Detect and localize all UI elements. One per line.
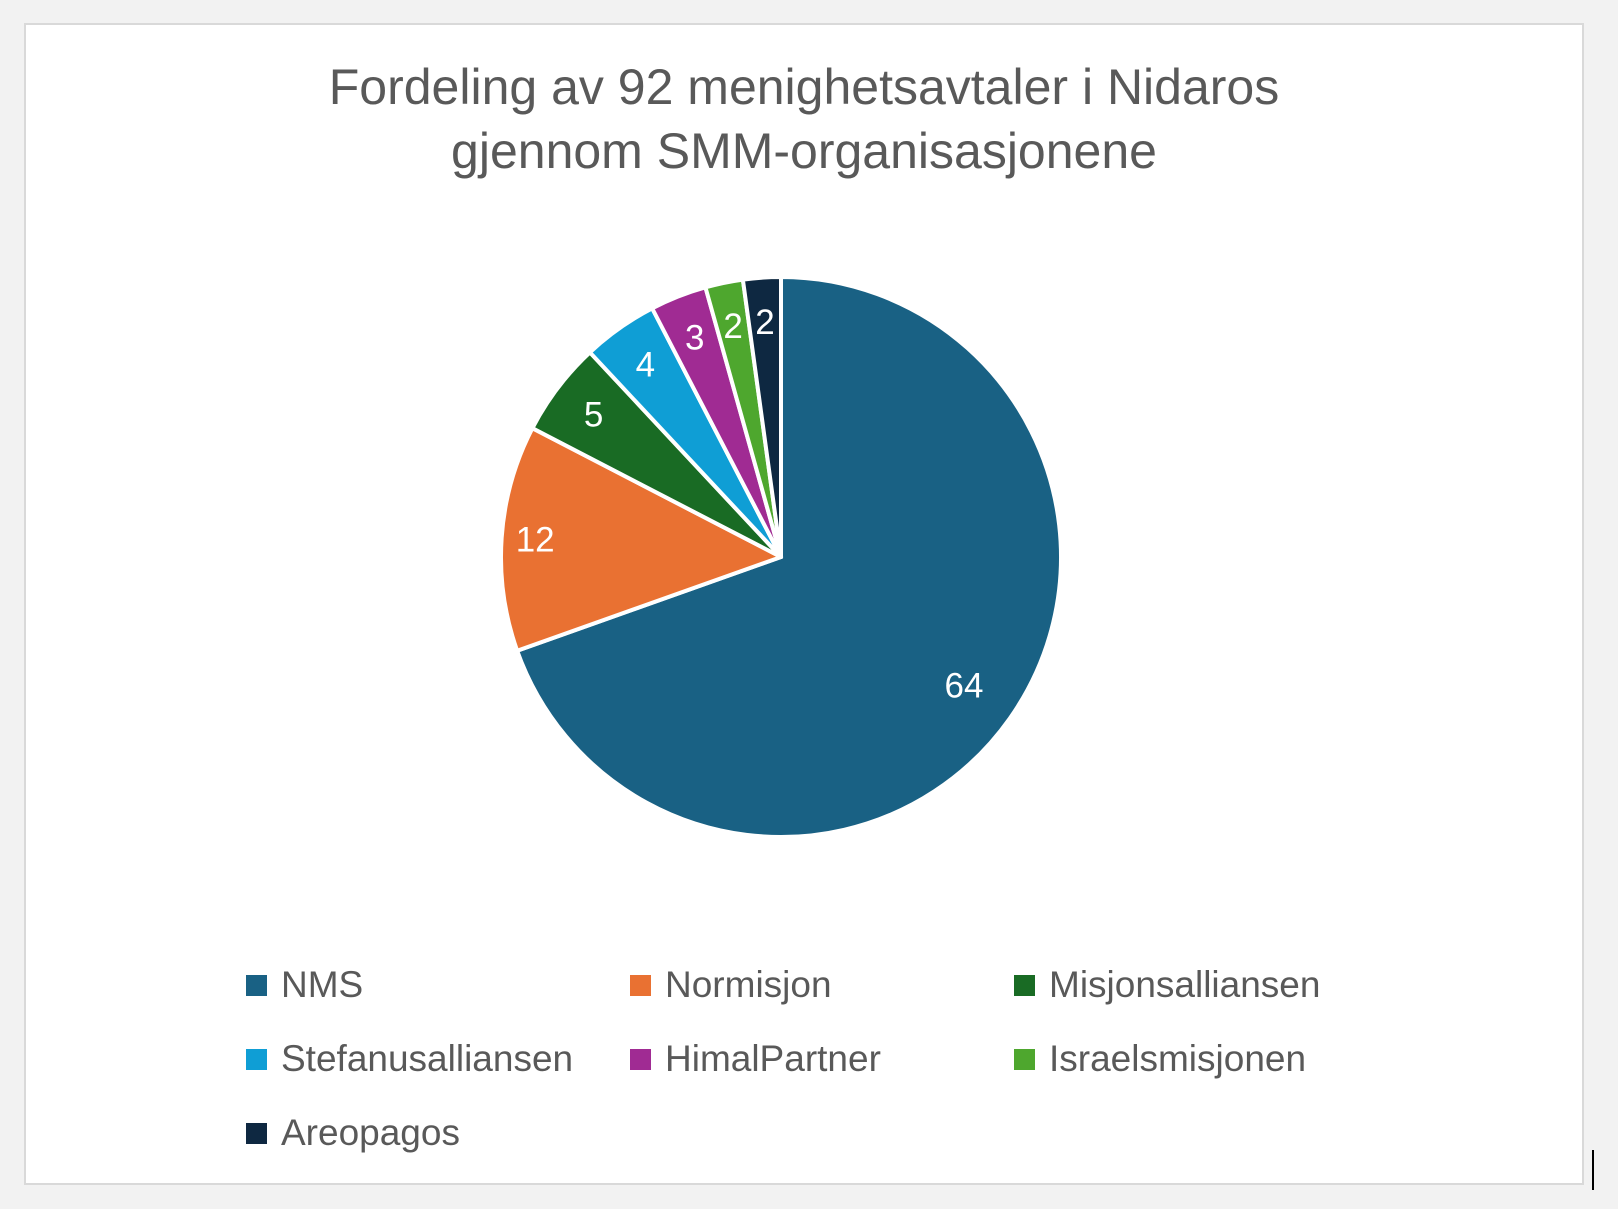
legend-label: NMS (281, 964, 364, 1005)
legend-swatch (246, 974, 267, 996)
legend-item-normisjon: Normisjon (630, 955, 1014, 1015)
legend-item-nms: NMS (246, 955, 630, 1015)
chart-title-line-2: gjennom SMM-organisasjonene (451, 123, 1157, 179)
pie-slice-nms (515, 275, 1063, 839)
data-label-nms: 64 (945, 667, 984, 706)
data-label-areopagos: 2 (755, 303, 774, 342)
legend-swatch (246, 1122, 267, 1144)
legend-swatch (246, 1048, 267, 1070)
legend-swatch (1014, 974, 1035, 996)
data-label-himalpartner: 3 (685, 319, 704, 358)
legend-label: Israelsmisjonen (1049, 1038, 1307, 1079)
chart-title-line-1: Fordeling av 92 menighetsavtaler i Nidar… (328, 59, 1280, 115)
legend-label: Areopagos (281, 1112, 460, 1153)
data-label-misjonsalliansen: 5 (584, 395, 603, 434)
data-label-normisjon: 12 (516, 521, 555, 560)
chart-title: Fordeling av 92 menighetsavtaler i Nidar… (26, 55, 1582, 183)
legend-item-israelsmisjonen: Israelsmisjonen (1014, 1029, 1398, 1089)
legend-item-himalpartner: HimalPartner (630, 1029, 1014, 1089)
legend-swatch (1014, 1048, 1035, 1070)
chart-area: Fordeling av 92 menighetsavtaler i Nidar… (24, 23, 1584, 1185)
legend-label: HimalPartner (665, 1038, 881, 1079)
legend-item-misjonsalliansen: Misjonsalliansen (1014, 955, 1398, 1015)
legend-label: Misjonsalliansen (1049, 964, 1321, 1005)
legend-swatch (630, 1048, 651, 1070)
pie-slice-areopagos (740, 275, 783, 559)
legend-item-areopagos: Areopagos (246, 1103, 630, 1163)
text-cursor (1592, 1150, 1594, 1190)
data-label-stefanusalliansen: 4 (636, 345, 655, 384)
chart-legend: NMS Normisjon Misjonsalliansen Stefanusalli… (246, 955, 1446, 1163)
legend-swatch (630, 974, 651, 996)
legend-label: Normisjon (665, 964, 832, 1005)
legend-label: Stefanusalliansen (281, 1038, 574, 1079)
legend-item-stefanusalliansen: Stefanusalliansen (246, 1029, 630, 1089)
pie-slice-normisjon (499, 426, 783, 653)
data-label-israelsmisjonen: 2 (723, 307, 742, 346)
